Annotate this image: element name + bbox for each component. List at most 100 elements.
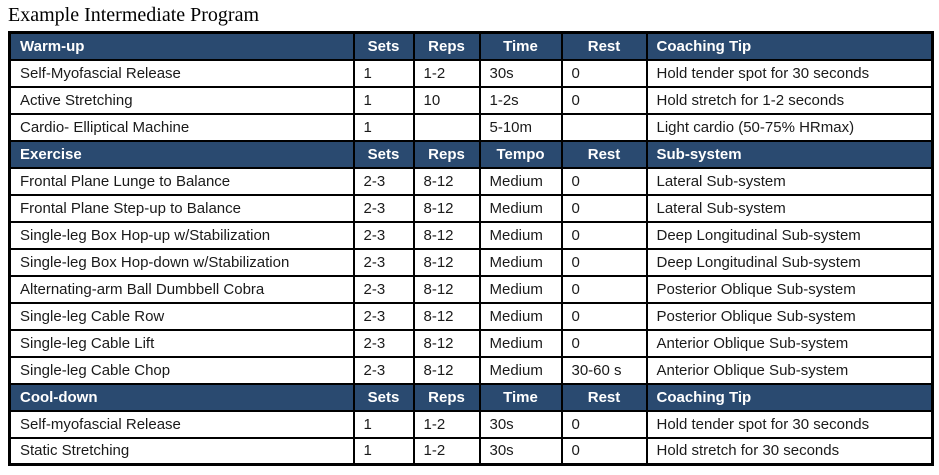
table-cell: Lateral Sub-system <box>645 193 934 223</box>
header-cell: Rest <box>560 382 648 412</box>
table-cell: Medium <box>478 247 563 277</box>
table-cell <box>412 112 481 142</box>
table-row: Active Stretching 1 10 1-2s 0 Hold stretch fo… <box>8 85 934 115</box>
table-cell: 0 <box>560 409 648 439</box>
table-cell: 0 <box>560 274 648 304</box>
table-cell: 10 <box>412 85 481 115</box>
table-cell: 1-2 <box>412 436 481 466</box>
table-cell: 1 <box>352 409 415 439</box>
header-cell: Sets <box>352 382 415 412</box>
header-cell: Tempo <box>478 139 563 169</box>
table-cell: Self-Myofascial Release <box>8 58 355 88</box>
header-cell: Sets <box>352 139 415 169</box>
table-cell: Light cardio (50-75% HRmax) <box>645 112 934 142</box>
table-cell: 30s <box>478 436 563 466</box>
header-cell: Reps <box>412 382 481 412</box>
table-cell: Medium <box>478 193 563 223</box>
page-title: Example Intermediate Program <box>8 4 260 26</box>
table-cell: Hold tender spot for 30 seconds <box>645 409 934 439</box>
table-cell: Single-leg Cable Row <box>8 301 355 331</box>
table-cell: Static Stretching <box>8 436 355 466</box>
table-cell: Hold tender spot for 30 seconds <box>645 58 934 88</box>
table-cell: 1 <box>352 85 415 115</box>
table-cell: 1 <box>352 58 415 88</box>
table-cell: 2-3 <box>352 166 415 196</box>
table-cell: Medium <box>478 328 563 358</box>
table-cell: 2-3 <box>352 247 415 277</box>
table-cell: Hold stretch for 1-2 seconds <box>645 85 934 115</box>
table-cell: Medium <box>478 301 563 331</box>
table-cell: Medium <box>478 166 563 196</box>
table-cell: 0 <box>560 301 648 331</box>
table-cell: 8-12 <box>412 301 481 331</box>
section-header-row-warm-up: Warm-up Sets Reps Time Rest Coaching Tip <box>8 31 934 61</box>
program-table: Warm-up Sets Reps Time Rest Coaching Tip Self-… <box>8 31 934 466</box>
table-row: Single-leg Cable Row 2-3 8-12 Medium 0 Poster… <box>8 301 934 331</box>
table-cell: 30-60 s <box>560 355 648 385</box>
header-cell: Sub-system <box>645 139 934 169</box>
table-row: Single-leg Cable Lift 2-3 8-12 Medium 0 Anter… <box>8 328 934 358</box>
header-cell: Time <box>478 382 563 412</box>
table-cell: Single-leg Box Hop-up w/Stabilization <box>8 220 355 250</box>
table-cell: 0 <box>560 193 648 223</box>
table-row: Single-leg Box Hop-up w/Stabilization 2-3… <box>8 220 934 250</box>
table-cell: Deep Longitudinal Sub-system <box>645 247 934 277</box>
table-cell: 0 <box>560 328 648 358</box>
table-cell: Alternating-arm Ball Dumbbell Cobra <box>8 274 355 304</box>
header-cell: Cool-down <box>8 382 355 412</box>
table-cell: Medium <box>478 220 563 250</box>
table-row: Self-myofascial Release 1 1-2 30s 0 Hold tend… <box>8 409 934 439</box>
table-cell: 8-12 <box>412 166 481 196</box>
table-cell: 1 <box>352 112 415 142</box>
table-cell: Active Stretching <box>8 85 355 115</box>
table-cell: 8-12 <box>412 355 481 385</box>
table-row: Static Stretching 1 1-2 30s 0 Hold stretch fo… <box>8 436 934 466</box>
table-cell: 30s <box>478 409 563 439</box>
table-cell: 1-2 <box>412 409 481 439</box>
table-cell: 2-3 <box>352 328 415 358</box>
header-cell: Time <box>478 31 563 61</box>
table-cell: Frontal Plane Lunge to Balance <box>8 166 355 196</box>
table-cell: 1-2 <box>412 58 481 88</box>
table-cell: Cardio- Elliptical Machine <box>8 112 355 142</box>
table-cell: Lateral Sub-system <box>645 166 934 196</box>
program-table-body: Warm-up Sets Reps Time Rest Coaching Tip Self-… <box>8 31 934 466</box>
header-cell: Sets <box>352 31 415 61</box>
table-cell: 8-12 <box>412 247 481 277</box>
table-cell <box>560 112 648 142</box>
table-row: Cardio- Elliptical Machine 1 5-10m Light ca… <box>8 112 934 142</box>
table-cell: Anterior Oblique Sub-system <box>645 328 934 358</box>
table-cell: 2-3 <box>352 193 415 223</box>
table-row: Single-leg Cable Chop 2-3 8-12 Medium 30-60 … <box>8 355 934 385</box>
table-cell: Medium <box>478 274 563 304</box>
table-cell: 2-3 <box>352 355 415 385</box>
table-cell: 8-12 <box>412 274 481 304</box>
header-cell: Warm-up <box>8 31 355 61</box>
section-header-row-cool-down: Cool-down Sets Reps Time Rest Coaching Tip <box>8 382 934 412</box>
table-row: Self-Myofascial Release 1 1-2 30s 0 Hold tend… <box>8 58 934 88</box>
table-cell: 0 <box>560 166 648 196</box>
table-cell: 0 <box>560 85 648 115</box>
table-row: Frontal Plane Step-up to Balance 2-3 8-12 M… <box>8 193 934 223</box>
table-cell: Posterior Oblique Sub-system <box>645 274 934 304</box>
table-cell: 2-3 <box>352 301 415 331</box>
table-cell: Frontal Plane Step-up to Balance <box>8 193 355 223</box>
table-cell: 8-12 <box>412 220 481 250</box>
table-cell: 0 <box>560 58 648 88</box>
header-cell: Coaching Tip <box>645 31 934 61</box>
table-row: Frontal Plane Lunge to Balance 2-3 8-12 Med… <box>8 166 934 196</box>
header-cell: Exercise <box>8 139 355 169</box>
table-cell: Anterior Oblique Sub-system <box>645 355 934 385</box>
table-cell: 0 <box>560 247 648 277</box>
table-cell: Medium <box>478 355 563 385</box>
table-cell: Posterior Oblique Sub-system <box>645 301 934 331</box>
table-cell: Single-leg Cable Lift <box>8 328 355 358</box>
section-header-row-exercise: Exercise Sets Reps Tempo Rest Sub-system <box>8 139 934 169</box>
header-cell: Rest <box>560 139 648 169</box>
table-cell: 8-12 <box>412 328 481 358</box>
header-cell: Reps <box>412 139 481 169</box>
table-cell: 0 <box>560 436 648 466</box>
table-row: Alternating-arm Ball Dumbbell Cobra 2-3 8-… <box>8 274 934 304</box>
table-cell: 2-3 <box>352 274 415 304</box>
table-cell: 1-2s <box>478 85 563 115</box>
